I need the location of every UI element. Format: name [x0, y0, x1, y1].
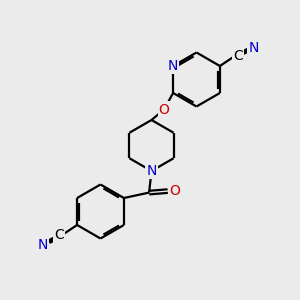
- Text: N: N: [168, 59, 178, 73]
- Text: N: N: [38, 238, 48, 252]
- Text: C: C: [233, 49, 243, 63]
- Text: N: N: [248, 41, 259, 55]
- Text: C: C: [54, 228, 64, 242]
- Text: O: O: [169, 184, 180, 198]
- Text: N: N: [146, 164, 157, 178]
- Text: O: O: [159, 103, 170, 116]
